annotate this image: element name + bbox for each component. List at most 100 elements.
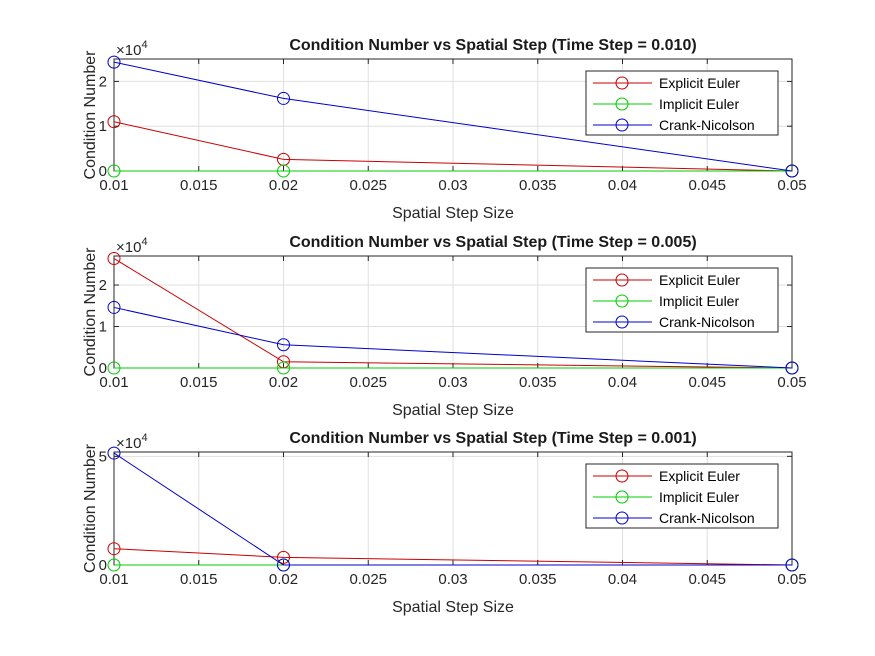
x-tick-label: 0.04 [608,374,637,391]
x-tick-label: 0.01 [99,571,128,588]
legend-swatch-marker [615,76,629,90]
legend-box [585,70,779,136]
data-point [107,361,121,375]
legend-entry: Implicit Euler [593,96,739,112]
legend-label: Implicit Euler [659,293,739,309]
y-tick-label: 1 [99,319,107,336]
x-tick-label: 0.045 [688,571,726,588]
subplot-3: 0.01 0.015 0.02 0.025 0.03 0.035 0.04 0.045 0.05… [82,430,807,616]
series-line [113,452,792,566]
legend-entry: Crank-Nicolson [593,314,755,330]
x-tick-label: 0.02 [269,571,298,588]
legend-label: Explicit Euler [659,272,740,288]
legend-label: Implicit Euler [659,96,739,112]
data-point [107,446,121,460]
y-tick-label: 0 [99,557,107,574]
chart-title: Condition Number vs Spatial Step (Time S… [289,37,696,54]
data-point [107,164,121,178]
y-exponent-power: 4 [141,432,147,444]
x-tick-label: 0.025 [349,374,387,391]
x-tick-label: 0.02 [269,177,298,194]
x-tick-label: 0.045 [688,374,726,391]
x-tick-label: 0.01 [99,374,128,391]
subplot-2: 0.01 0.015 0.02 0.025 0.03 0.035 0.04 0.045 0.05… [82,234,807,419]
legend-swatch-marker [615,490,629,504]
x-tick-label: 0.04 [608,177,637,194]
legend: Explicit Euler Implicit Euler Crank-Nicols… [585,463,779,529]
legend-entry: Implicit Euler [593,489,739,505]
y-tick-label: 0 [99,163,107,180]
y-exponent-base: ×10 [116,239,141,256]
x-tick-label: 0.03 [438,571,467,588]
legend-entry: Explicit Euler [593,75,740,91]
legend-swatch-marker [615,315,629,329]
x-tick-label: 0.05 [777,177,806,194]
legend-box [585,267,779,333]
y-tick-label: 2 [99,277,107,294]
legend-label: Explicit Euler [659,468,740,484]
series-line [113,306,793,369]
x-axis-label: Spatial Step Size [392,599,514,616]
legend: Explicit Euler Implicit Euler Crank-Nicols… [585,267,779,333]
x-tick-label: 0.03 [438,177,467,194]
data-point [277,558,290,572]
legend-label: Implicit Euler [659,489,739,505]
x-tick-label: 0.03 [438,374,467,391]
x-tick-label: 0.015 [180,374,218,391]
y-exponent-label: ×104 [116,39,148,59]
series-crank-nicolson [107,446,799,572]
x-tick-label: 0.035 [519,374,557,391]
x-tick-label: 0.01 [99,177,128,194]
y-tick-label: 5 [99,448,107,465]
legend-label: Explicit Euler [659,75,740,91]
legend-swatch-marker [615,469,629,483]
legend-label: Crank-Nicolson [659,314,755,330]
legend-label: Crank-Nicolson [659,117,755,133]
data-point [107,115,121,129]
series-crank-nicolson [107,300,799,375]
x-tick-label: 0.04 [608,571,637,588]
subplot-1: 0.01 0.015 0.02 0.025 0.03 0.035 0.04 0.045 0.05… [82,37,807,222]
legend-swatch-marker [615,511,629,525]
x-tick-label: 0.05 [777,571,806,588]
x-axis-label: Spatial Step Size [392,402,514,419]
series-line [113,61,793,172]
series-crank-nicolson [107,55,799,178]
legend-label: Crank-Nicolson [659,510,755,526]
data-point [277,164,290,178]
y-exponent-power: 4 [141,39,147,51]
data-point [107,558,121,572]
y-exponent-base: ×10 [116,435,141,452]
legend-swatch-marker [615,294,629,308]
y-exponent-label: ×104 [116,236,148,256]
legend-entry: Crank-Nicolson [593,510,755,526]
x-tick-label: 0.025 [349,571,387,588]
y-tick-label: 1 [99,118,107,135]
series-line [113,121,793,172]
data-point [785,361,799,375]
legend-entry: Explicit Euler [593,272,740,288]
x-tick-label: 0.035 [519,571,557,588]
legend-entry: Implicit Euler [593,293,739,309]
y-tick-label: 2 [99,73,107,90]
legend-entry: Explicit Euler [593,468,740,484]
data-point [277,550,290,564]
x-tick-label: 0.035 [519,177,557,194]
y-tick-label: 0 [99,360,107,377]
legend: Explicit Euler Implicit Euler Crank-Nicols… [585,70,779,136]
x-tick-label: 0.045 [688,177,726,194]
data-point [107,542,121,556]
x-tick-label: 0.05 [777,374,806,391]
chart-title: Condition Number vs Spatial Step (Time S… [289,430,696,447]
y-axis-label: Condition Number [82,247,99,377]
y-exponent-power: 4 [141,236,147,248]
data-point [107,55,121,69]
legend-swatch-marker [615,97,629,111]
legend-swatch-marker [615,118,629,132]
data-point [107,251,121,265]
y-exponent-label: ×104 [116,432,148,452]
legend-entry: Crank-Nicolson [593,117,755,133]
data-point [785,164,799,178]
y-axis-label: Condition Number [82,443,99,573]
